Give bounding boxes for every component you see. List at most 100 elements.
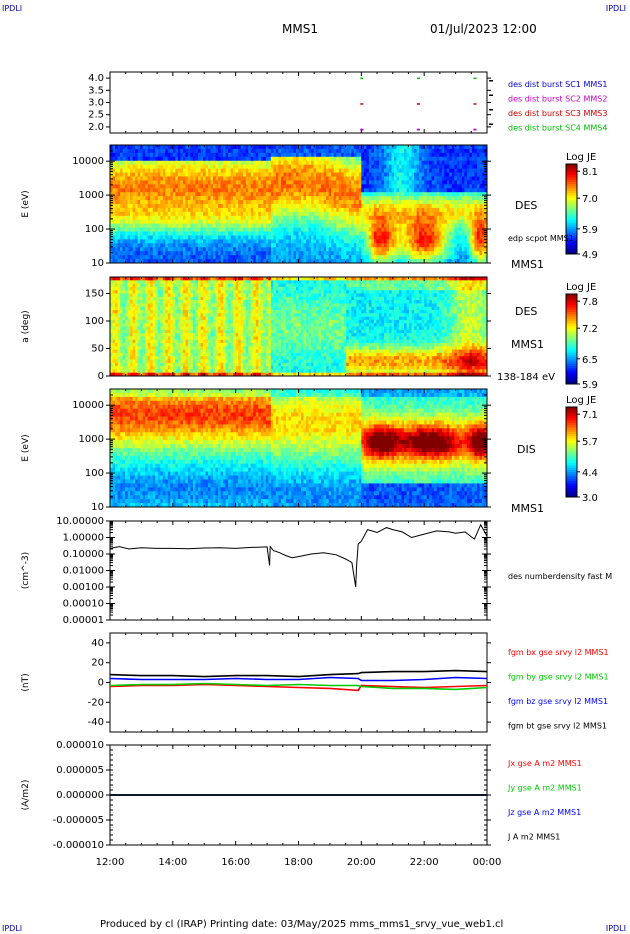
density-ytick-3: 0.01000 <box>63 566 104 577</box>
des_pitch-ytick-3: 0 <box>98 371 104 382</box>
density-ytick-2: 0.10000 <box>63 549 104 560</box>
burst-frame <box>109 71 488 134</box>
density-ytick-0: 10.00000 <box>56 516 104 527</box>
dis_energy-ytick-0: 10000 <box>72 400 104 411</box>
burst-legend-2: des dist burst SC3 MMS3 <box>508 109 607 118</box>
date-title: 01/Jul/2023 12:00 <box>430 22 537 36</box>
burst-legend-0: des dist burst SC1 MMS1 <box>508 80 607 89</box>
des_energy-colorbar-tick-2: 5.9 <box>582 225 598 236</box>
dis_energy-colorbar-label: Log JE <box>566 395 596 406</box>
corner-label-bottom-right: IPDLI <box>605 924 626 933</box>
burst-ytick-3: 2.5 <box>88 110 104 121</box>
x-tick-2: 16:00 <box>221 857 250 868</box>
des_pitch-colorbar-label: Log JE <box>566 282 596 293</box>
current-ylabel: (A/m2) <box>21 780 31 811</box>
dis_energy-colorbar-tick-1: 5.7 <box>582 437 598 448</box>
density-line <box>109 523 488 588</box>
burst-ytick-0: 4.0 <box>88 73 104 84</box>
x-tick-0: 12:00 <box>96 857 125 868</box>
des_energy-ytick-0: 10000 <box>72 156 104 167</box>
magnetic_field-ytick-2: 0 <box>98 678 104 689</box>
dis_energy-colorbar-tick-2: 4.4 <box>582 468 598 479</box>
corner-label-top-left: IPDLI <box>2 4 23 13</box>
des_pitch-ylabel: a (deg) <box>21 310 31 342</box>
density-ytick-4: 0.00100 <box>63 582 104 593</box>
bfield-line-2 <box>109 676 488 682</box>
current-legend-1: Jy gse A m2 MMS1 <box>507 784 582 793</box>
burst-ytick-1: 3.5 <box>88 85 104 96</box>
burst-point-1-1 <box>416 128 420 131</box>
current-ytick-3: -0.000005 <box>53 815 104 826</box>
dis_energy-ytick-1: 1000 <box>79 434 104 445</box>
bfield-line-1 <box>109 682 488 691</box>
density-ytick-1: 1.00000 <box>63 533 104 544</box>
burst-legend-1: des dist burst SC2 MMS2 <box>508 95 607 104</box>
dis_energy-colorbar-tick-3: 3.0 <box>582 493 598 504</box>
des-pitch-range-label: 138-184 eV <box>497 372 555 383</box>
burst-point-2-2 <box>473 103 477 105</box>
des-scpot-label: edp scpot MMS1 <box>508 234 574 243</box>
dis-energy-sc-label: MMS1 <box>511 502 544 515</box>
burst-ytick-4: 2.0 <box>88 122 104 133</box>
density-ylabel: (cm^-3) <box>21 552 31 589</box>
des_energy-ytick-1: 1000 <box>79 190 104 201</box>
des_pitch-ytick-0: 150 <box>85 289 104 300</box>
burst-point-3-1 <box>416 77 420 80</box>
des_energy-colorbar-label: Log JE <box>566 152 596 163</box>
x-tick-3: 18:00 <box>284 857 313 868</box>
density-ytick-5: 0.00010 <box>63 599 104 610</box>
des_energy-ytick-3: 10 <box>91 258 104 269</box>
des_pitch-colorbar-tick-3: 5.9 <box>582 380 598 391</box>
x-tick-4: 20:00 <box>347 857 376 868</box>
burst-ytick-2: 3.0 <box>88 98 104 109</box>
des_pitch-colorbar <box>565 293 578 385</box>
des_energy-heatmap <box>110 145 488 264</box>
des-pitch-sc-label: MMS1 <box>511 338 544 351</box>
des_pitch-colorbar-tick-0: 7.8 <box>582 297 598 308</box>
dis_energy-colorbar-tick-0: 7.1 <box>582 410 598 421</box>
current-legend-2: Jz gse A m2 MMS1 <box>507 808 581 817</box>
dis_energy-ylabel: E (eV) <box>21 434 31 461</box>
density-frame <box>109 520 488 621</box>
current-ytick-4: -0.000010 <box>53 840 104 851</box>
density-ytick-6: 0.00001 <box>63 615 104 626</box>
spacecraft-title: MMS1 <box>282 22 318 36</box>
dis_energy-ytick-3: 10 <box>91 502 104 513</box>
burst-point-2-0 <box>360 103 364 105</box>
current-legend-3: J A m2 MMS1 <box>507 833 560 842</box>
des_energy-colorbar-tick-0: 8.1 <box>582 167 598 178</box>
x-tick-1: 14:00 <box>158 857 187 868</box>
des-energy-label: DES <box>515 199 537 212</box>
dis_energy-ytick-2: 100 <box>85 468 104 479</box>
current-ytick-0: 0.000010 <box>56 740 104 751</box>
des-energy-sc-label: MMS1 <box>511 258 544 271</box>
x-tick-6: 00:00 <box>473 857 502 868</box>
magnetic_field-frame <box>109 632 488 733</box>
current-ytick-2: 0.000000 <box>56 790 104 801</box>
bfield-legend-3: fgm bt gse srvy l2 MMS1 <box>508 722 607 731</box>
bfield-line-0 <box>109 683 488 692</box>
corner-label-top-right: IPDLI <box>605 4 626 13</box>
des_pitch-heatmap <box>110 277 488 377</box>
burst-point-1-0 <box>360 128 364 131</box>
magnetic_field-ytick-3: -20 <box>88 697 104 708</box>
des_pitch-ytick-2: 50 <box>91 344 104 355</box>
dis-energy-label: DIS <box>517 443 536 456</box>
current-legend-0: Jx gse A m2 MMS1 <box>507 759 582 768</box>
magnetic_field-ytick-1: 20 <box>91 658 104 669</box>
magnetic_field-ylabel: (nT) <box>21 673 31 691</box>
des_energy-colorbar-tick-1: 7.0 <box>582 194 598 205</box>
magnetic_field-ytick-0: 40 <box>91 638 104 649</box>
burst-point-1-2 <box>473 128 477 131</box>
bfield-legend-0: fgm bx gse srvy l2 MMS1 <box>508 648 609 657</box>
des_pitch-ytick-1: 100 <box>85 316 104 327</box>
des_pitch-colorbar-tick-1: 7.2 <box>582 324 598 335</box>
bfield-line-3 <box>109 669 488 678</box>
dis_energy-heatmap <box>110 389 488 508</box>
des_energy-ytick-2: 100 <box>85 224 104 235</box>
des_energy-colorbar <box>565 163 578 255</box>
corner-label-bottom-left: IPDLI <box>2 924 23 933</box>
bfield-legend-2: fgm bz gse srvy l2 MMS1 <box>508 697 608 706</box>
des-pitch-label: DES <box>515 305 537 318</box>
